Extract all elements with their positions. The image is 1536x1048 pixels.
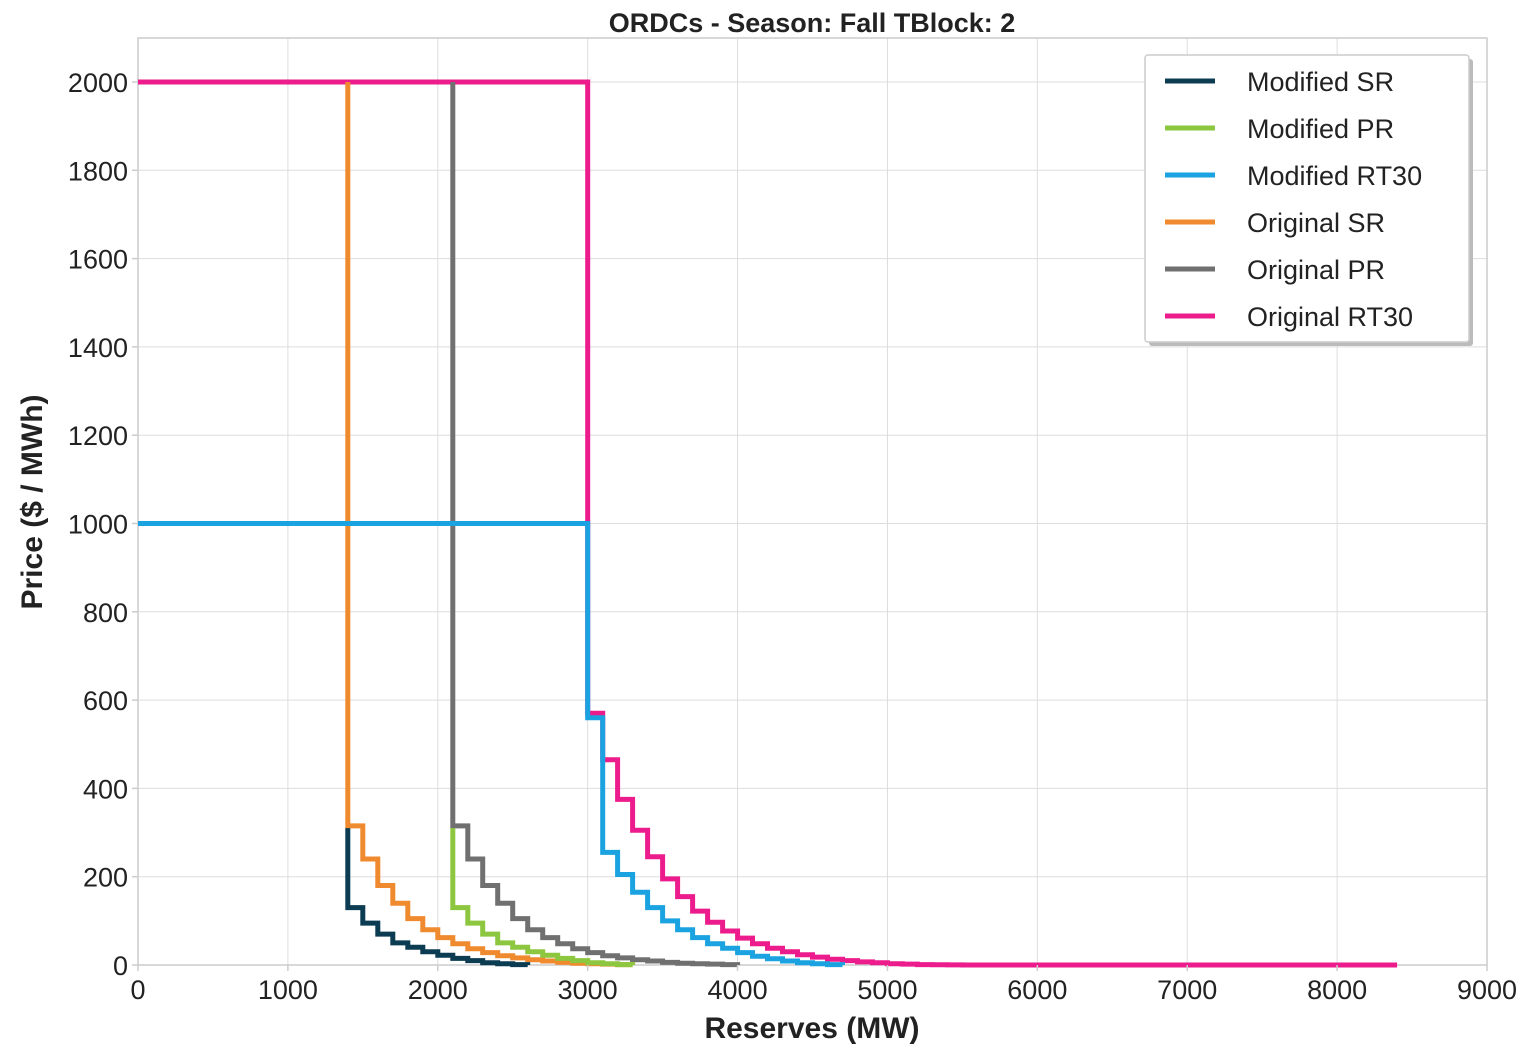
series-line-original-rt30 bbox=[138, 79, 1398, 968]
series-line-modified-rt30 bbox=[138, 521, 845, 968]
x-axis-label: Reserves (MW) bbox=[704, 1012, 919, 1045]
y-tick-label: 0 bbox=[113, 951, 128, 981]
x-tick-label: 3000 bbox=[558, 975, 618, 1005]
legend-label: Original RT30 bbox=[1247, 302, 1413, 332]
y-tick-label: 200 bbox=[83, 863, 128, 893]
y-tick-label: 2000 bbox=[68, 68, 128, 98]
series-line-modified-sr bbox=[345, 828, 531, 968]
y-tick-label: 600 bbox=[83, 686, 128, 716]
legend-label: Modified SR bbox=[1247, 67, 1394, 97]
x-tick-label: 2000 bbox=[408, 975, 468, 1005]
legend-box bbox=[1144, 54, 1470, 343]
series-line-modified-pr bbox=[450, 828, 636, 968]
x-tick-label: 9000 bbox=[1457, 975, 1517, 1005]
legend-label: Original SR bbox=[1247, 208, 1385, 238]
x-tick-label: 8000 bbox=[1307, 975, 1367, 1005]
legend-label: Original PR bbox=[1247, 255, 1385, 285]
y-tick-label: 1800 bbox=[68, 156, 128, 186]
x-tick-label: 1000 bbox=[258, 975, 318, 1005]
legend-label: Modified RT30 bbox=[1247, 161, 1422, 191]
y-axis-label: Price ($ / MWh) bbox=[16, 394, 49, 609]
legend: Modified SR Modified PR Modified RT30 Origi… bbox=[1144, 54, 1473, 346]
y-tick-label: 1200 bbox=[68, 421, 128, 451]
x-tick-label: 0 bbox=[130, 975, 145, 1005]
chart-title: ORDCs - Season: Fall TBlock: 2 bbox=[609, 8, 1016, 38]
series-layer bbox=[138, 79, 1398, 968]
y-tick-label: 800 bbox=[83, 598, 128, 628]
series-line-original-pr bbox=[450, 82, 741, 968]
y-tick-label: 1000 bbox=[68, 510, 128, 540]
legend-label: Modified PR bbox=[1247, 114, 1394, 144]
x-tick-label: 4000 bbox=[708, 975, 768, 1005]
y-tick-label: 1400 bbox=[68, 333, 128, 363]
legend-items: Modified SR Modified PR Modified RT30 Origi… bbox=[1165, 67, 1422, 332]
x-tick-label: 5000 bbox=[857, 975, 917, 1005]
y-axis-ticks: 0 200 400 600 800 1000 1200 1400 1600 1800 2000 bbox=[68, 68, 138, 981]
x-axis-ticks: 0 1000 2000 3000 4000 5000 6000 7000 8000 9000 bbox=[130, 965, 1517, 1005]
y-tick-label: 400 bbox=[83, 774, 128, 804]
x-tick-label: 7000 bbox=[1157, 975, 1217, 1005]
y-tick-label: 1600 bbox=[68, 245, 128, 275]
x-tick-label: 6000 bbox=[1007, 975, 1067, 1005]
